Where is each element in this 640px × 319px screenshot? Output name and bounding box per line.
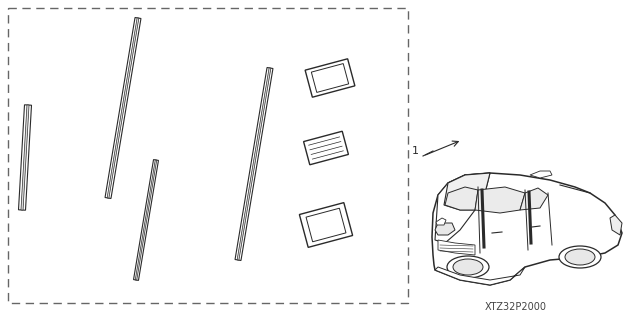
Text: XTZ32P2000: XTZ32P2000 (485, 302, 547, 312)
Polygon shape (520, 188, 548, 210)
Polygon shape (21, 105, 29, 210)
Polygon shape (445, 187, 478, 210)
Polygon shape (303, 131, 348, 165)
Ellipse shape (565, 249, 595, 265)
Polygon shape (306, 208, 346, 242)
Polygon shape (444, 173, 490, 210)
Polygon shape (475, 187, 525, 213)
Polygon shape (105, 18, 141, 198)
Polygon shape (610, 215, 622, 235)
Ellipse shape (559, 246, 601, 268)
Text: 1: 1 (412, 146, 419, 156)
Polygon shape (435, 267, 525, 285)
Polygon shape (300, 203, 353, 247)
Polygon shape (311, 63, 349, 93)
Polygon shape (134, 160, 159, 280)
Polygon shape (19, 105, 31, 210)
Polygon shape (135, 160, 157, 280)
Ellipse shape (447, 256, 489, 278)
Polygon shape (305, 59, 355, 97)
Polygon shape (435, 223, 455, 235)
Polygon shape (237, 68, 271, 260)
Bar (8, 8, 408, 303)
Polygon shape (235, 68, 273, 261)
Polygon shape (438, 240, 475, 255)
Ellipse shape (453, 259, 483, 275)
Polygon shape (432, 173, 622, 285)
Polygon shape (530, 171, 552, 178)
Polygon shape (436, 218, 446, 225)
Polygon shape (435, 173, 490, 243)
Polygon shape (107, 18, 139, 198)
